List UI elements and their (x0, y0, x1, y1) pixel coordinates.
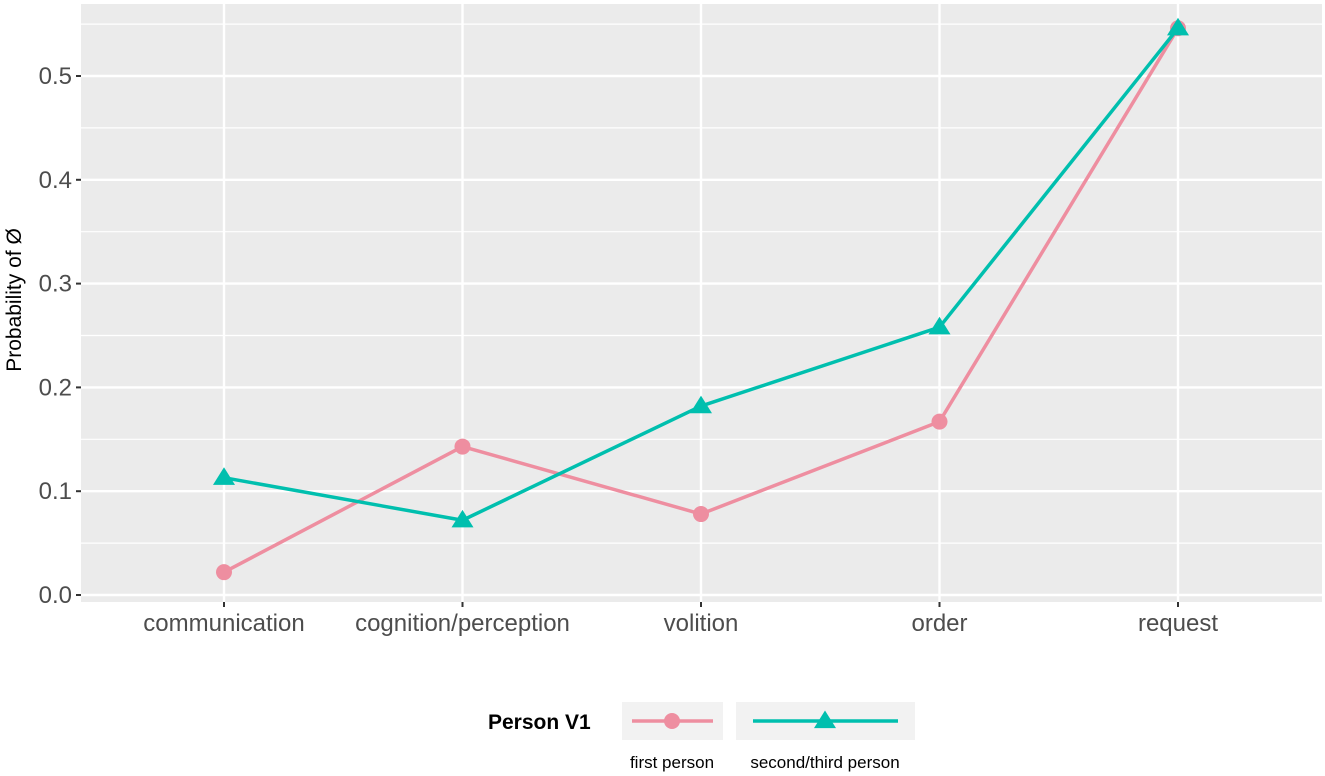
data-point-triangle (213, 467, 235, 485)
y-tick-label: 0.0 (39, 582, 72, 609)
data-point-triangle (1167, 17, 1189, 36)
y-tick-label: 0.3 (39, 271, 72, 298)
x-tick-label: request (1138, 610, 1218, 637)
data-point-triangle (451, 509, 474, 528)
legend-label-second-third-person: second/third person (750, 753, 899, 772)
x-tick-label: communication (143, 610, 304, 637)
y-tick-label: 0.4 (39, 167, 72, 194)
legend: Person V1 first person second/third pers… (488, 702, 915, 772)
y-axis-title: Probability of Ø (3, 228, 26, 372)
major-gridlines (81, 4, 1322, 602)
x-tick-label: cognition/perception (355, 610, 570, 637)
y-axis: 0.0 0.1 0.2 0.3 0.4 0.5 (39, 63, 81, 609)
legend-title: Person V1 (488, 711, 591, 734)
x-tick-label: volition (664, 610, 739, 637)
y-tick-label: 0.5 (39, 63, 72, 90)
data-point-triangle (690, 395, 712, 414)
y-tick-label: 0.1 (39, 478, 72, 505)
y-tick-label: 0.2 (39, 374, 72, 401)
data-point-circle (693, 506, 709, 523)
legend-triangle-icon (814, 710, 836, 729)
data-point-circle (216, 564, 232, 581)
x-tick-label: order (911, 610, 967, 637)
data-point-circle (931, 413, 948, 430)
x-axis: communication cognition/perception volitio… (143, 602, 1218, 637)
data-point-circle (454, 438, 471, 455)
legend-circle-icon (664, 713, 680, 729)
data-series (213, 17, 1189, 581)
legend-label-first-person: first person (630, 753, 714, 772)
data-point-triangle (928, 316, 951, 335)
